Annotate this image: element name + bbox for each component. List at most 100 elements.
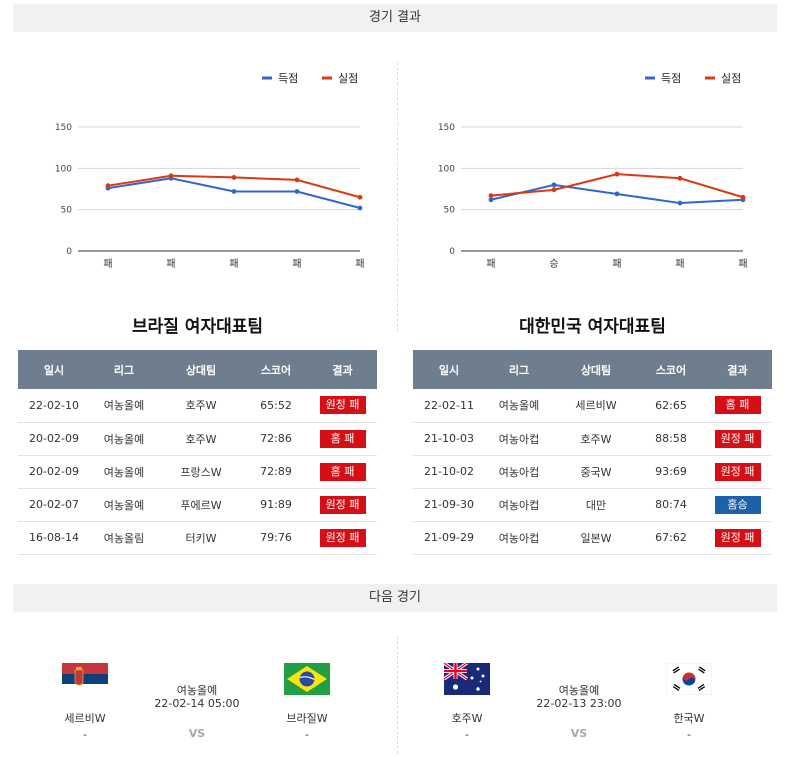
x-tick-label: 패 (229, 258, 238, 270)
line-chart-svg: 득점 실점 0 50 100 150 패 패 패 패 패 (55, 72, 365, 270)
korea-flag-icon (666, 663, 712, 695)
data-point (614, 191, 620, 197)
cell-result: 홈 패 (308, 422, 377, 456)
cell-league: 여농아컵 (485, 455, 553, 489)
col-league: 리그 (90, 350, 158, 389)
cell-date: 20-02-09 (18, 422, 90, 456)
table-header-row: 일시 리그 상대팀 스코어 결과 (18, 350, 377, 389)
cell-score: 67:62 (639, 521, 703, 555)
cell-opponent: 세르비W (553, 389, 639, 423)
australia-flag-icon (444, 663, 490, 695)
next-match-2[interactable]: 호주W - 여농올예 22-02-13 23:00 VS 한국W - (422, 655, 722, 745)
x-tick-label: 패 (103, 258, 112, 270)
cell-score: 88:58 (639, 422, 703, 456)
brazil-team-title: 브라질 여자대표팀 (131, 317, 264, 337)
cell-opponent: 대만 (553, 488, 639, 522)
y-tick-label: 100 (55, 164, 72, 174)
y-tick-label: 0 (449, 247, 455, 257)
cell-result: 원정 패 (703, 455, 772, 489)
cell-result: 원정 패 (308, 488, 377, 522)
cell-result: 원정 패 (703, 521, 772, 555)
cell-score: 62:65 (639, 389, 703, 423)
data-point (357, 194, 363, 200)
match-time: 22-02-14 05:00 (154, 697, 240, 710)
col-result: 결과 (703, 350, 772, 389)
cell-league: 여농올예 (90, 422, 158, 456)
cell-date: 20-02-09 (18, 455, 90, 489)
cell-result: 홈 패 (308, 455, 377, 489)
data-point (614, 171, 620, 177)
cell-date: 21-09-29 (413, 521, 485, 555)
data-point (740, 194, 746, 200)
data-point (231, 175, 237, 180)
cell-date: 16-08-14 (18, 521, 90, 555)
y-tick-label: 50 (444, 206, 456, 216)
table-row: 21-09-29 여농아컵 일본W 67:62 원정 패 (413, 521, 772, 555)
brazil-results-table: 일시 리그 상대팀 스코어 결과 22-02-10 여농올예 호주W 65:52 원정 … (18, 350, 377, 555)
table-row: 22-02-11 여농올예 세르비W 62:65 홈 패 (413, 389, 772, 423)
cell-date: 22-02-10 (18, 389, 90, 423)
cell-league: 여농아컵 (485, 488, 553, 522)
cell-league: 여농올예 (90, 455, 158, 489)
korea-team-title: 대한민국 여자대표팀 (519, 317, 666, 337)
data-point (488, 197, 494, 203)
home-team-name: 호주W (451, 712, 483, 725)
cell-score: 72:89 (244, 455, 308, 489)
y-tick-label: 0 (66, 247, 72, 257)
col-opponent: 상대팀 (158, 350, 244, 389)
y-tick-label: 150 (55, 123, 72, 133)
result-badge: 원정 패 (714, 429, 761, 448)
cell-opponent: 일본W (553, 521, 639, 555)
match-vs: VS (188, 727, 206, 740)
korea-form-chart: 득점 실점 0 50 100 150 패 승 패 패 패 (413, 62, 753, 277)
result-badge: 홈 패 (714, 396, 761, 415)
table-row: 22-02-10 여농올예 호주W 65:52 원정 패 (18, 389, 377, 423)
cell-opponent: 중국W (553, 455, 639, 489)
data-point (551, 187, 557, 193)
cell-score: 80:74 (639, 488, 703, 522)
result-badge: 홈 패 (319, 429, 366, 448)
cell-score: 93:69 (639, 455, 703, 489)
results-section-header: 경기 결과 (13, 4, 777, 32)
next-match-1[interactable]: 세르비W - 여농올예 22-02-14 05:00 VS 브라질W - (40, 655, 340, 745)
cell-date: 21-10-02 (413, 455, 485, 489)
cell-opponent: 푸에르W (158, 488, 244, 522)
data-point (677, 200, 683, 206)
data-point (488, 193, 494, 199)
serbia-flag-icon (62, 663, 108, 695)
table-row: 20-02-09 여농올예 프랑스W 72:89 홈 패 (18, 455, 377, 489)
table-header-row: 일시 리그 상대팀 스코어 결과 (413, 350, 772, 389)
cell-league: 여농올예 (90, 389, 158, 423)
legend-label-0: 득점 (661, 72, 681, 85)
x-tick-label: 패 (486, 258, 495, 270)
legend-label-0: 득점 (278, 72, 298, 85)
data-point (677, 175, 683, 181)
data-point (168, 173, 174, 179)
cell-league: 여농올예 (90, 488, 158, 522)
data-point (294, 177, 300, 183)
table-row: 20-02-07 여농올예 푸에르W 91:89 원정 패 (18, 488, 377, 522)
cell-opponent: 호주W (158, 389, 244, 423)
y-tick-label: 50 (61, 206, 73, 216)
cell-date: 21-09-30 (413, 488, 485, 522)
legend-label-1: 실점 (338, 72, 358, 85)
result-badge: 원정 패 (319, 528, 366, 547)
col-opponent: 상대팀 (553, 350, 639, 389)
away-team-name: 한국W (673, 712, 705, 725)
cell-league: 여농아컵 (485, 422, 553, 456)
home-team-extra: - (465, 728, 469, 741)
table-row: 16-08-14 여농올림 터키W 79:76 원정 패 (18, 521, 377, 555)
cell-date: 21-10-03 (413, 422, 485, 456)
col-date: 일시 (413, 350, 485, 389)
cell-league: 여농아컵 (485, 521, 553, 555)
result-badge: 홈승 (714, 495, 761, 514)
data-point (294, 189, 300, 194)
results-divider (397, 62, 398, 332)
match-league: 여농올예 (558, 684, 600, 697)
home-team-extra: - (83, 728, 87, 741)
result-badge: 원정 패 (714, 462, 761, 481)
match-time: 22-02-13 23:00 (536, 697, 622, 710)
away-team-extra: - (687, 728, 691, 741)
cell-opponent: 호주W (553, 422, 639, 456)
x-tick-label: 패 (355, 258, 364, 270)
